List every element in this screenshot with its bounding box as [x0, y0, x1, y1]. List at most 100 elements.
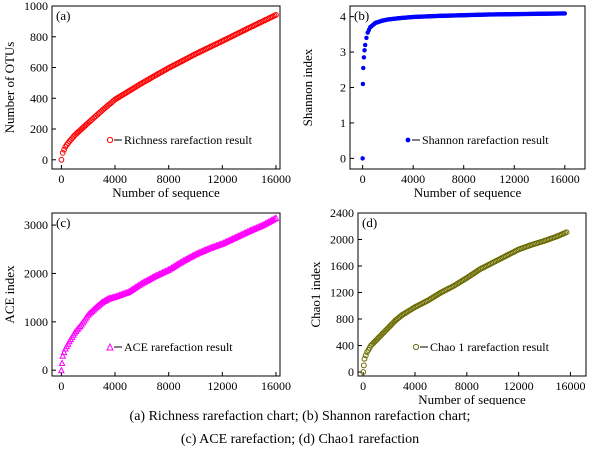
x-tick-label: 12000 — [207, 379, 237, 393]
data-series — [57, 214, 280, 374]
data-point — [362, 48, 367, 53]
y-axis-label: Number of OTUs — [2, 42, 17, 134]
data-point — [58, 359, 66, 367]
x-tick-label: 4000 — [401, 172, 425, 186]
chart-panel-3: 0 4000 8000 12000 16000 0 1000 2000 3000 (c) ACE i… — [2, 212, 291, 393]
x-tick-label: 8000 — [157, 172, 181, 186]
data-point — [361, 65, 366, 71]
data-series — [360, 229, 570, 375]
x-tick-label: 0 — [58, 379, 64, 393]
legend-marker — [106, 342, 114, 351]
chart-panel-2: 0 4000 8000 12000 16000 0 1 2 3 4 (b) Number of seq… — [300, 5, 586, 200]
y-tick-label: 0 — [42, 153, 48, 167]
x-axis-label: Number of sequence — [112, 185, 220, 200]
data-point — [60, 348, 68, 356]
figure: 0 4000 8000 12000 1600002004006008001000(a)N… — [2, 0, 587, 405]
legend: ACE rarefaction result — [106, 340, 233, 354]
data-point — [59, 149, 66, 156]
chart-panel-4: 0 4000 8000 12000 16000 0 400 800 1200 1600 2000 24… — [308, 206, 587, 405]
legend-marker — [106, 136, 114, 144]
y-tick-label: 0 — [348, 365, 354, 379]
x-tick-label: 0 — [58, 172, 64, 186]
x-tick-label: 0 — [360, 172, 366, 186]
y-tick-label: 1000 — [24, 315, 48, 329]
x-tick-label: 16000 — [261, 172, 291, 186]
data-point — [271, 214, 278, 222]
figure-caption-line-1: (a) Richness rarefaction chart; (b) Shan… — [129, 409, 471, 424]
x-tick-label: 16000 — [550, 172, 580, 186]
y-tick-label: 800 — [30, 30, 48, 44]
data-point — [360, 369, 367, 375]
data-point — [563, 229, 570, 236]
legend-label: Richness rarefaction result — [124, 133, 253, 147]
y-tick-label: 0 — [42, 363, 48, 377]
y-tick-label: 3000 — [24, 218, 48, 232]
x-tick-label: 12000 — [504, 379, 534, 393]
data-series — [58, 12, 279, 163]
data-point — [562, 11, 568, 16]
y-tick-label: 0 — [340, 151, 346, 165]
legend-marker — [405, 137, 411, 143]
y-tick-label: 600 — [30, 61, 48, 75]
y-tick-label: 400 — [30, 91, 48, 105]
legend: Chao 1 rarefaction result — [412, 340, 550, 354]
y-tick-label: 1200 — [330, 286, 354, 300]
data-point — [360, 81, 366, 87]
figure-caption-line-2: (c) ACE rarefaction; (d) Chao1 rarefacti… — [180, 432, 420, 447]
y-tick-label: 400 — [336, 339, 354, 353]
y-axis-label: Shannon index — [300, 48, 315, 126]
panel-label: (c) — [56, 215, 70, 230]
legend: Shannon rarefaction result — [405, 133, 549, 147]
x-tick-label: 0 — [360, 379, 366, 393]
x-tick-label: 12000 — [207, 172, 237, 186]
data-point — [272, 214, 280, 221]
y-tick-label: 1000 — [24, 0, 48, 13]
y-tick-label: 2000 — [24, 266, 48, 280]
y-tick-label: 2000 — [330, 233, 354, 247]
legend-label: ACE rarefaction result — [124, 340, 233, 354]
x-axis-label: Number of sequence — [414, 185, 522, 200]
panel-label: (b) — [354, 8, 369, 23]
data-point — [58, 156, 65, 163]
x-tick-label: 8000 — [452, 172, 476, 186]
x-tick-label: 8000 — [157, 379, 181, 393]
y-tick-label: 4 — [340, 10, 346, 24]
data-point — [360, 362, 367, 369]
data-point — [61, 146, 67, 153]
y-tick-label: 800 — [336, 312, 354, 326]
y-tick-label: 1600 — [330, 259, 354, 273]
legend: Richness rarefaction result — [106, 133, 253, 147]
x-tick-label: 4000 — [403, 379, 427, 393]
data-point — [360, 156, 365, 161]
y-tick-label: 2400 — [330, 206, 354, 220]
panel-label: (d) — [362, 215, 377, 230]
x-tick-label: 16000 — [555, 379, 585, 393]
data-point — [59, 351, 67, 359]
x-tick-label: 16000 — [261, 379, 291, 393]
y-axis-label: Chao1 index — [308, 261, 323, 328]
chart-panel-1: 0 4000 8000 12000 16000 0 200 400 600 800 1000 (a) N… — [2, 0, 291, 200]
data-series — [360, 11, 568, 161]
legend-label: Chao 1 rarefaction result — [430, 340, 550, 354]
y-tick-label: 2 — [340, 81, 346, 95]
legend-label: Shannon rarefaction result — [422, 133, 549, 147]
plot-frame — [51, 5, 281, 170]
data-point — [57, 366, 65, 374]
data-point — [361, 55, 367, 60]
data-point — [362, 42, 368, 48]
y-tick-label: 200 — [30, 122, 48, 136]
x-tick-label: 4000 — [103, 379, 127, 393]
legend-marker — [412, 343, 420, 351]
x-tick-label: 4000 — [103, 172, 127, 186]
data-point — [361, 355, 368, 362]
x-axis-label: Number of sequence — [418, 392, 526, 405]
x-tick-label: 8000 — [455, 379, 479, 393]
plot-frame — [51, 212, 281, 377]
plot-frame — [357, 212, 587, 377]
data-point — [362, 352, 369, 359]
y-axis-label: ACE index — [2, 265, 17, 324]
data-point — [364, 35, 369, 41]
y-tick-label: 1 — [340, 116, 346, 130]
x-tick-label: 12000 — [499, 172, 529, 186]
panel-label: (a) — [56, 8, 70, 23]
